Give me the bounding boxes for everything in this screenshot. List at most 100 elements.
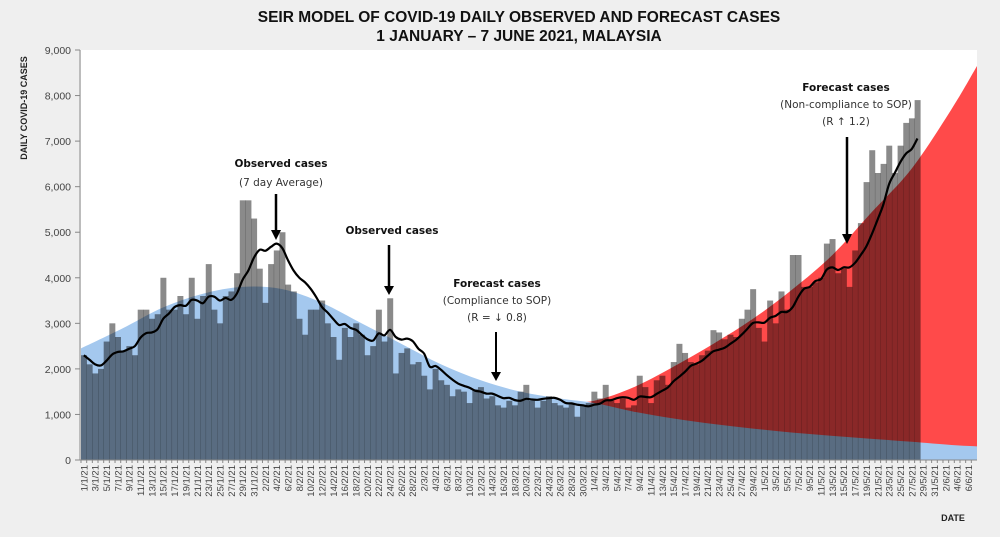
x-tick-label: 18/3/21	[510, 465, 521, 497]
observed-bar	[761, 341, 768, 460]
x-tick-label: 13/5/21	[828, 465, 839, 497]
observed-bar	[398, 352, 405, 460]
x-tick-label: 15/5/21	[839, 465, 850, 497]
observed-bar	[869, 150, 876, 460]
observed-bar	[801, 286, 808, 460]
x-tick-label: 23/4/21	[714, 465, 725, 497]
observed-bar	[546, 396, 552, 460]
x-tick-label: 21/4/21	[703, 465, 714, 497]
x-tick-label: 4/2/21	[272, 465, 283, 491]
x-tick-label: 1/4/21	[590, 465, 601, 491]
observed-bar	[580, 405, 587, 460]
x-tick-label: 13/1/21	[147, 465, 158, 497]
x-tick-label: 11/5/21	[817, 465, 828, 496]
x-tick-label: 2/2/21	[261, 465, 272, 491]
annotation-observed: Observed cases	[345, 225, 439, 295]
annotation-subtitle: (7 day Average)	[239, 177, 323, 189]
x-tick-label: 25/5/21	[896, 465, 907, 497]
annotation-title: Observed cases	[234, 158, 327, 170]
observed-bar	[115, 337, 121, 460]
x-tick-label: 5/4/21	[612, 465, 623, 491]
observed-bar	[778, 291, 785, 460]
observed-bar	[404, 348, 411, 460]
observed-bar	[523, 384, 530, 460]
observed-bar	[370, 346, 377, 460]
observed-bar	[392, 373, 399, 460]
observed-bar	[835, 273, 842, 460]
x-tick-label: 17/1/21	[170, 465, 181, 497]
x-tick-label: 13/4/21	[658, 465, 669, 497]
x-tick-label: 27/1/21	[227, 465, 238, 497]
observed-bar	[903, 122, 910, 460]
observed-bar	[455, 389, 462, 460]
x-tick-label: 20/2/21	[363, 465, 374, 497]
observed-bar	[234, 273, 241, 460]
x-tick-label: 11/4/21	[646, 465, 657, 496]
observed-bar	[857, 223, 864, 460]
observed-bar	[160, 277, 167, 460]
observed-bar	[710, 330, 717, 460]
observed-bar	[846, 286, 853, 460]
observed-bar	[665, 384, 672, 460]
x-tick-label: 1/5/21	[760, 465, 771, 491]
observed-bar	[302, 334, 309, 460]
observed-bar	[126, 346, 133, 460]
x-tick-label: 14/3/21	[488, 465, 499, 497]
observed-bar	[364, 355, 371, 460]
observed-bar	[324, 323, 331, 460]
observed-bar	[262, 302, 269, 460]
x-tick-label: 22/3/21	[533, 465, 544, 497]
observed-bar	[466, 403, 473, 460]
observed-bar	[92, 373, 99, 460]
observed-bar	[670, 362, 677, 460]
observed-bar	[86, 364, 93, 460]
observed-bar	[840, 268, 847, 460]
annotation-title: Forecast cases	[453, 278, 540, 290]
y-tick-label: 9,000	[45, 45, 71, 57]
observed-bar	[290, 291, 297, 460]
observed-bar	[319, 300, 326, 460]
observed-bar	[534, 407, 541, 460]
observed-bar	[171, 309, 178, 460]
x-tick-label: 2/6/21	[941, 465, 952, 491]
observed-bar	[563, 407, 569, 460]
y-tick-label: 5,000	[45, 227, 71, 239]
x-tick-label: 17/4/21	[680, 465, 691, 497]
x-tick-label: 2/3/21	[420, 465, 431, 491]
observed-bar	[432, 368, 439, 460]
observed-bar	[914, 100, 921, 460]
y-tick-label: 7,000	[45, 136, 71, 148]
x-tick-label: 5/1/21	[102, 465, 113, 491]
x-tick-label: 24/3/21	[544, 465, 555, 497]
x-tick-label: 20/3/21	[522, 465, 533, 497]
seven-day-average-line	[83, 137, 919, 408]
x-tick-label: 16/3/21	[499, 465, 510, 497]
y-tick-label: 2,000	[45, 364, 71, 376]
observed-bar	[239, 200, 246, 461]
x-tick-label: 8/3/21	[454, 465, 465, 491]
observed-bar	[460, 391, 467, 460]
observed-bar	[409, 364, 416, 460]
observed-bar	[744, 309, 751, 460]
observed-bar	[415, 362, 422, 460]
arrow-head-icon	[384, 286, 394, 295]
x-tick-label: 18/2/21	[352, 465, 363, 497]
annotation-forecast-compliance: Forecast cases (Compliance to SOP) (R = …	[443, 278, 551, 381]
arrow-head-icon	[842, 234, 852, 244]
x-tick-label: 3/5/21	[771, 465, 782, 491]
observed-bar	[614, 403, 621, 460]
observed-bar	[619, 398, 626, 460]
observed-bar	[908, 118, 915, 460]
observed-bar	[511, 405, 518, 460]
observed-bar	[443, 384, 450, 460]
observed-bar	[755, 327, 762, 460]
observed-bar	[784, 309, 791, 460]
observed-bar	[341, 327, 348, 460]
observed-bar	[852, 250, 859, 460]
x-tick-label: 23/5/21	[885, 465, 896, 497]
observed-bar	[886, 145, 893, 460]
x-tick-label: 25/4/21	[726, 465, 737, 497]
observed-bar	[721, 339, 728, 460]
y-tick-label: 0	[65, 455, 71, 467]
x-tick-label: 10/3/21	[465, 465, 476, 497]
